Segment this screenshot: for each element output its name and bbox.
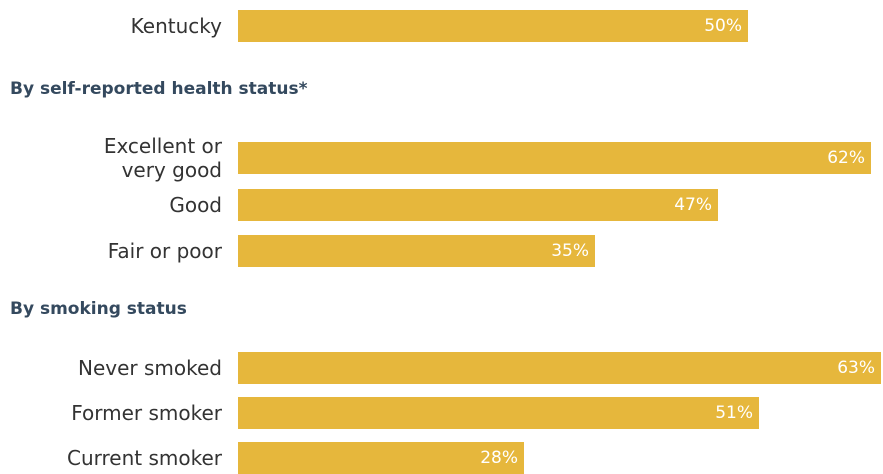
category-label-line: Former smoker [71, 401, 222, 425]
bar-kentucky: 50% [238, 10, 748, 42]
category-label-kentucky: Kentucky [2, 14, 222, 38]
category-label-line: Kentucky [130, 14, 222, 38]
bar-good: 47% [238, 189, 718, 221]
category-label-good: Good [2, 193, 222, 217]
data-label-excellent-or-very-good: 62% [827, 148, 865, 168]
category-label-never-smoked: Never smoked [2, 356, 222, 380]
data-label-former-smoker: 51% [715, 403, 753, 423]
category-label-fair-or-poor: Fair or poor [2, 239, 222, 263]
data-label-never-smoked: 63% [837, 358, 875, 378]
section-heading-health-status: By self-reported health status* [10, 79, 308, 99]
data-label-good: 47% [674, 195, 712, 215]
category-label-former-smoker: Former smoker [2, 401, 222, 425]
category-label-line: very good [121, 158, 222, 182]
category-label-line: Good [169, 193, 222, 217]
bar-current-smoker: 28% [238, 442, 524, 474]
data-label-current-smoker: 28% [480, 448, 518, 468]
category-label-line: Fair or poor [107, 239, 222, 263]
category-label-excellent-or-very-good: Excellent or very good [2, 134, 222, 182]
category-label-line: Never smoked [78, 356, 222, 380]
bar-never-smoked: 63% [238, 352, 881, 384]
data-label-fair-or-poor: 35% [551, 241, 589, 261]
category-label-line: Current smoker [66, 446, 222, 470]
category-label-current-smoker: Current smoker [2, 446, 222, 470]
category-label-line: Excellent or [103, 134, 222, 158]
bar-excellent-or-very-good: 62% [238, 142, 871, 174]
data-label-kentucky: 50% [704, 16, 742, 36]
bar-fair-or-poor: 35% [238, 235, 595, 267]
bar-former-smoker: 51% [238, 397, 759, 429]
section-heading-smoking-status: By smoking status [10, 299, 187, 319]
